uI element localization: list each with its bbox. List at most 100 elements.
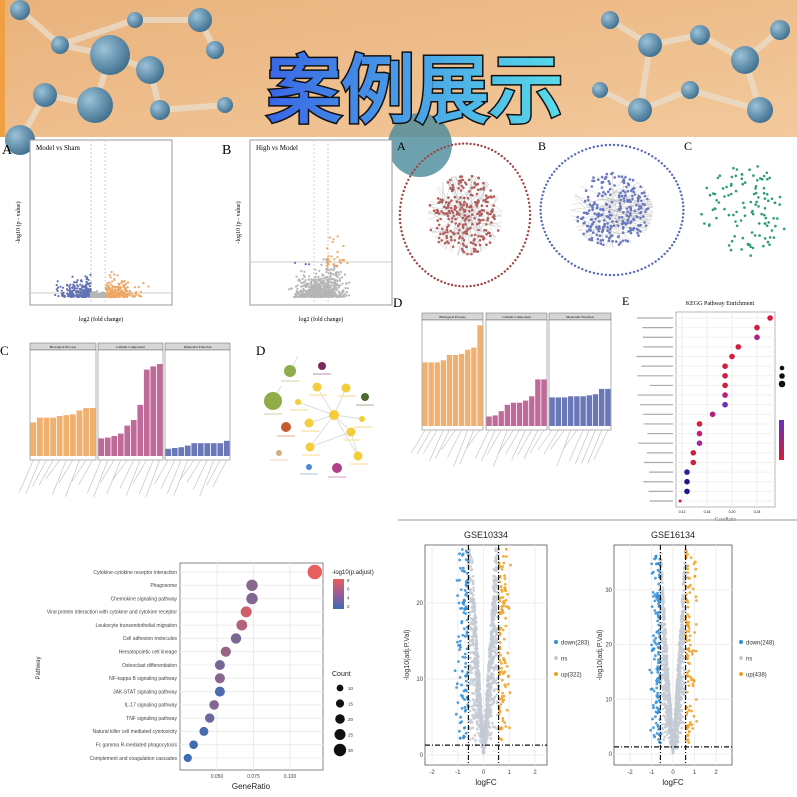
volcano-point <box>651 591 655 594</box>
network-edge <box>333 414 359 457</box>
volcano-point <box>335 264 338 268</box>
network-node <box>477 176 481 180</box>
bar <box>510 402 517 426</box>
category-label <box>173 459 189 496</box>
network-node <box>598 214 601 217</box>
volcano-point <box>468 639 472 643</box>
volcano-point <box>343 294 346 297</box>
volcano-point <box>507 674 510 678</box>
network-panel-letter: A <box>397 139 406 153</box>
volcano-point <box>68 285 71 288</box>
network-ring-node <box>509 162 512 165</box>
network-ring-node <box>527 197 530 200</box>
volcano-point <box>656 568 660 572</box>
network-node <box>464 222 467 226</box>
volcano-point <box>686 586 690 589</box>
volcano-point <box>56 280 59 283</box>
network-node <box>752 192 756 196</box>
network-node <box>636 215 639 219</box>
pathway-dot <box>246 592 258 605</box>
volcano-point <box>500 666 503 670</box>
network-ring-node <box>436 148 440 152</box>
category-label <box>474 429 490 460</box>
network-node <box>581 216 585 219</box>
network-node <box>462 186 465 189</box>
network-edge <box>458 176 477 213</box>
volcano-point <box>129 290 132 293</box>
network-node <box>621 231 625 234</box>
volcano-point <box>330 283 333 286</box>
volcano-point <box>472 633 476 637</box>
pathway-dot <box>183 753 192 763</box>
volcano-point <box>470 600 473 604</box>
volcano-point <box>339 270 342 273</box>
network-ring-node <box>670 244 674 247</box>
volcano-point <box>90 293 93 296</box>
network-node <box>450 238 453 242</box>
volcano-point <box>54 293 57 297</box>
network-ring-node <box>550 244 554 247</box>
molecule-atom <box>150 100 170 120</box>
network-ring-node <box>621 144 624 147</box>
network-ring-node <box>398 217 402 221</box>
volcano-point <box>346 287 350 290</box>
volcano-point <box>329 260 332 263</box>
network-ring-node <box>473 284 476 287</box>
network-ring-node <box>680 194 683 197</box>
volcano-point <box>328 272 331 275</box>
network-node <box>587 198 590 202</box>
network-ring-node <box>461 142 465 145</box>
volcano-point <box>498 647 502 650</box>
volcano-point <box>92 295 95 298</box>
network-node <box>754 187 757 190</box>
volcano-point <box>118 293 121 296</box>
network-ring-node <box>418 162 421 165</box>
volcano-point <box>332 269 335 272</box>
network-ring-node <box>543 230 546 234</box>
volcano-point <box>487 669 491 673</box>
network-node <box>729 248 733 252</box>
network-node <box>762 191 766 195</box>
network-node <box>766 177 769 181</box>
bar <box>434 362 440 426</box>
volcano-point <box>502 657 505 660</box>
network-node <box>470 234 474 237</box>
volcano-point <box>89 273 92 276</box>
volcano-point <box>116 292 119 295</box>
network-ring-node <box>494 150 497 153</box>
volcano-point <box>325 268 328 271</box>
network-node <box>629 231 633 235</box>
volcano-point <box>661 707 665 711</box>
volcano-point <box>333 266 336 269</box>
network-node <box>469 193 473 197</box>
network-node <box>488 231 491 235</box>
network-ring-node <box>539 216 543 219</box>
volcano-point <box>463 735 466 739</box>
network-ring-node <box>546 180 550 183</box>
volcano-point <box>477 725 481 728</box>
category-label <box>119 459 135 489</box>
network-edge <box>615 209 652 222</box>
network-ring-node <box>567 260 570 263</box>
volcano-point <box>329 285 332 288</box>
volcano-point <box>490 641 493 645</box>
volcano-point <box>494 604 498 607</box>
network-ring-node <box>539 208 542 212</box>
network-node <box>619 191 622 195</box>
size-legend-tick: 30 <box>348 748 354 753</box>
volcano-point <box>461 601 465 605</box>
volcano-point <box>505 664 509 668</box>
network-edge <box>612 219 624 246</box>
molecule-bond <box>59 17 136 48</box>
network-ring-node <box>440 280 443 283</box>
network-node <box>468 218 471 222</box>
volcano-point <box>491 681 495 685</box>
kegg-dot <box>722 401 728 408</box>
bar <box>504 404 510 426</box>
volcano-point <box>485 697 489 700</box>
network-node <box>631 197 634 201</box>
color-legend-bar <box>333 579 344 609</box>
bar <box>30 422 37 456</box>
network-node <box>583 199 587 203</box>
network-node <box>608 227 612 231</box>
